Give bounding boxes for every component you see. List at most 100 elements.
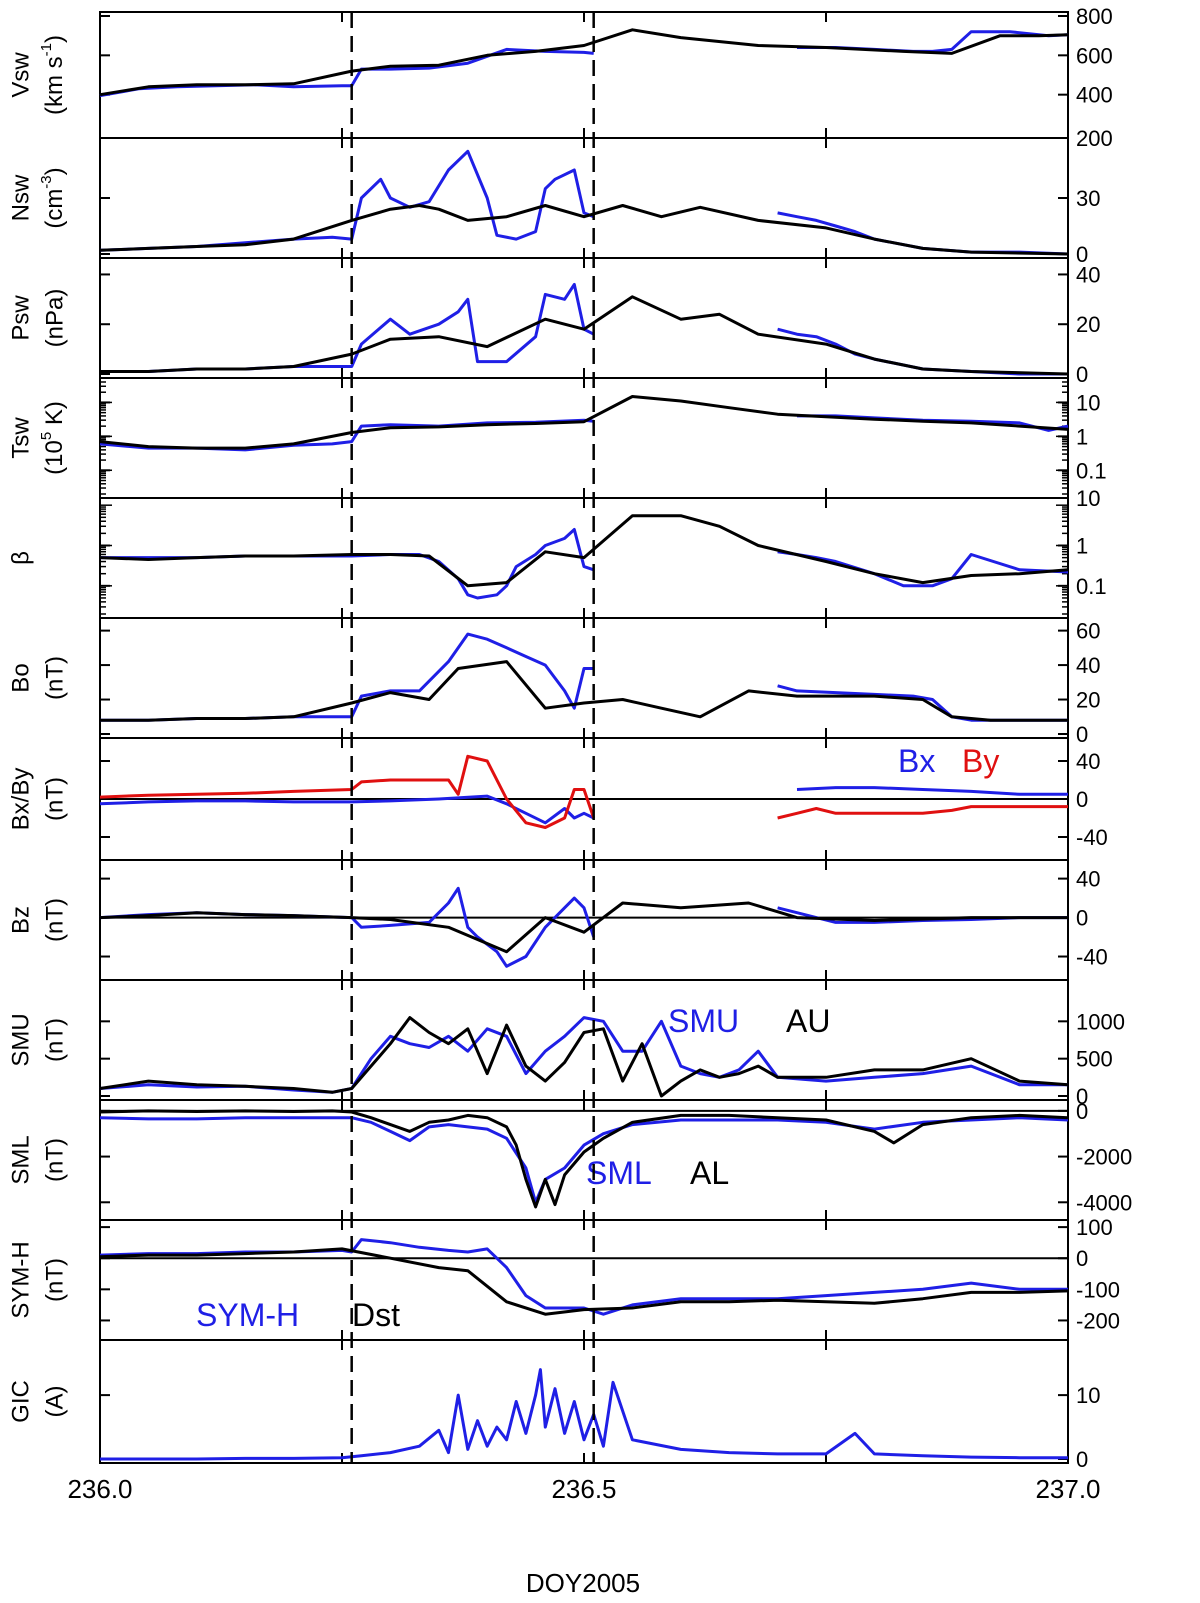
series-line-bxby-by (99, 754, 1068, 829)
y-tick-label: 0 (1076, 787, 1088, 812)
y-axis-label: (105 K) (38, 401, 68, 475)
panel-bxby: 40 0 -40 Bx/By (nT) Bx By (7, 737, 1108, 861)
y-axis-label: GIC (7, 1380, 34, 1423)
panel-psw: 40 20 0 Psw (nPa) (7, 257, 1100, 387)
y-tick-label: 1000 (1076, 1009, 1125, 1034)
legend-sml: SML (586, 1155, 652, 1191)
series-line-bxby-bx (99, 786, 1068, 825)
series-line-bz-black (99, 901, 1068, 954)
series-line-sml-al (99, 1109, 1069, 1209)
panel-bz: 40 0 -40 Bz (nT) (7, 859, 1108, 981)
y-tick-label: 0 (1076, 1447, 1088, 1472)
y-tick-label: -40 (1076, 825, 1108, 850)
series-line-nsw-black (99, 204, 1069, 256)
y-tick-label: 1 (1076, 534, 1088, 559)
y-tick-label: 0 (1076, 1246, 1088, 1271)
y-tick-label: 10 (1076, 1383, 1100, 1408)
legend-smu: SMU (668, 1003, 739, 1039)
panel-symh: 100 0 -100 -200 SYM-H (nT) SYM-H Dst (7, 1215, 1120, 1341)
y-tick-label-top: 10 (1076, 486, 1100, 511)
y-tick-label: 20 (1076, 312, 1100, 337)
y-axis-label: Vsw (7, 52, 34, 98)
panel-frame (99, 11, 1069, 139)
panel-nsw: 30 0 200 Nsw (cm-3) (7, 126, 1112, 267)
y-tick-label: -4000 (1076, 1190, 1132, 1215)
panel-frame (99, 257, 1069, 379)
series-line-gic-blue (100, 1368, 1068, 1461)
y-tick-label: 0 (1076, 242, 1088, 267)
series-line-bo-blue (100, 632, 1068, 722)
legend-au: AU (786, 1003, 830, 1039)
panel-frame (99, 1339, 1069, 1464)
event-markers (350, 12, 595, 1463)
series-line-psw-black (100, 295, 1069, 376)
y-axis-label: Psw (7, 295, 34, 341)
y-tick-label: 600 (1076, 43, 1113, 68)
y-tick-label: 40 (1076, 653, 1100, 678)
y-axis-label: (cm-3) (38, 167, 68, 228)
legend-by: By (962, 743, 999, 779)
y-tick-label: 0 (1076, 906, 1088, 931)
y-tick-label: 0 (1076, 1099, 1088, 1124)
y-axis-label: (nT) (41, 1258, 68, 1302)
panel-gic: 10 0 GIC (A) (7, 1339, 1100, 1472)
y-axis-label: SMU (7, 1013, 34, 1066)
y-axis-label: SML (7, 1135, 34, 1184)
panel-frame (99, 377, 1069, 499)
legend-sym-h: SYM-H (196, 1297, 299, 1333)
y-axis-label: (nT) (41, 777, 68, 821)
y-axis-label: Bx/By (7, 768, 34, 831)
series-line-smu-smu (99, 1016, 1068, 1094)
x-tick-label: 236.5 (551, 1474, 616, 1504)
y-tick-label: 0.1 (1076, 458, 1107, 483)
y-axis-label: β (7, 551, 34, 565)
series-line-vsw-black (99, 28, 1069, 97)
y-axis-label: SYM-H (7, 1241, 34, 1318)
y-tick-label: -100 (1076, 1277, 1120, 1302)
series-line-smu-au (99, 1016, 1069, 1098)
y-tick-label: 30 (1076, 186, 1100, 211)
y-tick-label: 10 (1076, 390, 1100, 415)
panel-frame (99, 137, 1069, 259)
x-axis: 236.0 236.5 237.0 (67, 1474, 1100, 1504)
legend-bx: Bx (898, 743, 935, 779)
series-line-sml-sml (99, 1116, 1069, 1204)
series-line-beta-blue (100, 528, 1069, 600)
legend-dst: Dst (352, 1297, 400, 1333)
y-tick-label: 0 (1076, 722, 1088, 747)
y-axis-label: (nT) (41, 1018, 68, 1062)
panel-tsw: 10 1 0.1 Tsw (105 K) (7, 377, 1107, 499)
panel-bo: 60 40 20 0 Bo (nT) (7, 617, 1100, 747)
y-axis-label: (A) (41, 1386, 68, 1418)
legend-al: AL (690, 1155, 729, 1191)
x-tick-label: 236.0 (67, 1474, 132, 1504)
series-line-symh-dst (99, 1247, 1069, 1316)
y-axis-label: Nsw (7, 174, 34, 221)
series-line-bz-blue (99, 886, 1068, 968)
y-tick-label: -40 (1076, 945, 1108, 970)
x-tick-label: 237.0 (1035, 1474, 1100, 1504)
y-tick-label: 1 (1076, 424, 1088, 449)
y-tick-label: 800 (1076, 4, 1113, 29)
y-tick-label-top: 200 (1076, 126, 1113, 151)
y-tick-label: 400 (1076, 83, 1113, 108)
y-axis-label: Tsw (7, 417, 34, 459)
panel-frame (99, 979, 1069, 1101)
y-axis-label: (nT) (41, 1138, 68, 1182)
y-tick-label: 40 (1076, 749, 1100, 774)
y-tick-label: 20 (1076, 688, 1100, 713)
series-line-nsw-blue (99, 149, 1069, 256)
y-tick-label: 500 (1076, 1047, 1113, 1072)
y-tick-label: 60 (1076, 619, 1100, 644)
series-line-tsw-black (99, 395, 1069, 450)
y-tick-label: -200 (1076, 1308, 1120, 1333)
y-tick-label: -2000 (1076, 1145, 1132, 1170)
panel-sml: 0 -2000 -4000 SML (nT) SML AL (7, 1099, 1132, 1221)
y-tick-label: 40 (1076, 867, 1100, 892)
y-tick-label: 0 (1076, 1084, 1088, 1109)
panel-beta: 1 0.1 10 β (7, 486, 1107, 619)
series-line-bo-black (100, 660, 1068, 722)
y-tick-label: 100 (1076, 1215, 1113, 1240)
panel-vsw: 800 600 400 Vsw (km s-1) (7, 4, 1113, 139)
